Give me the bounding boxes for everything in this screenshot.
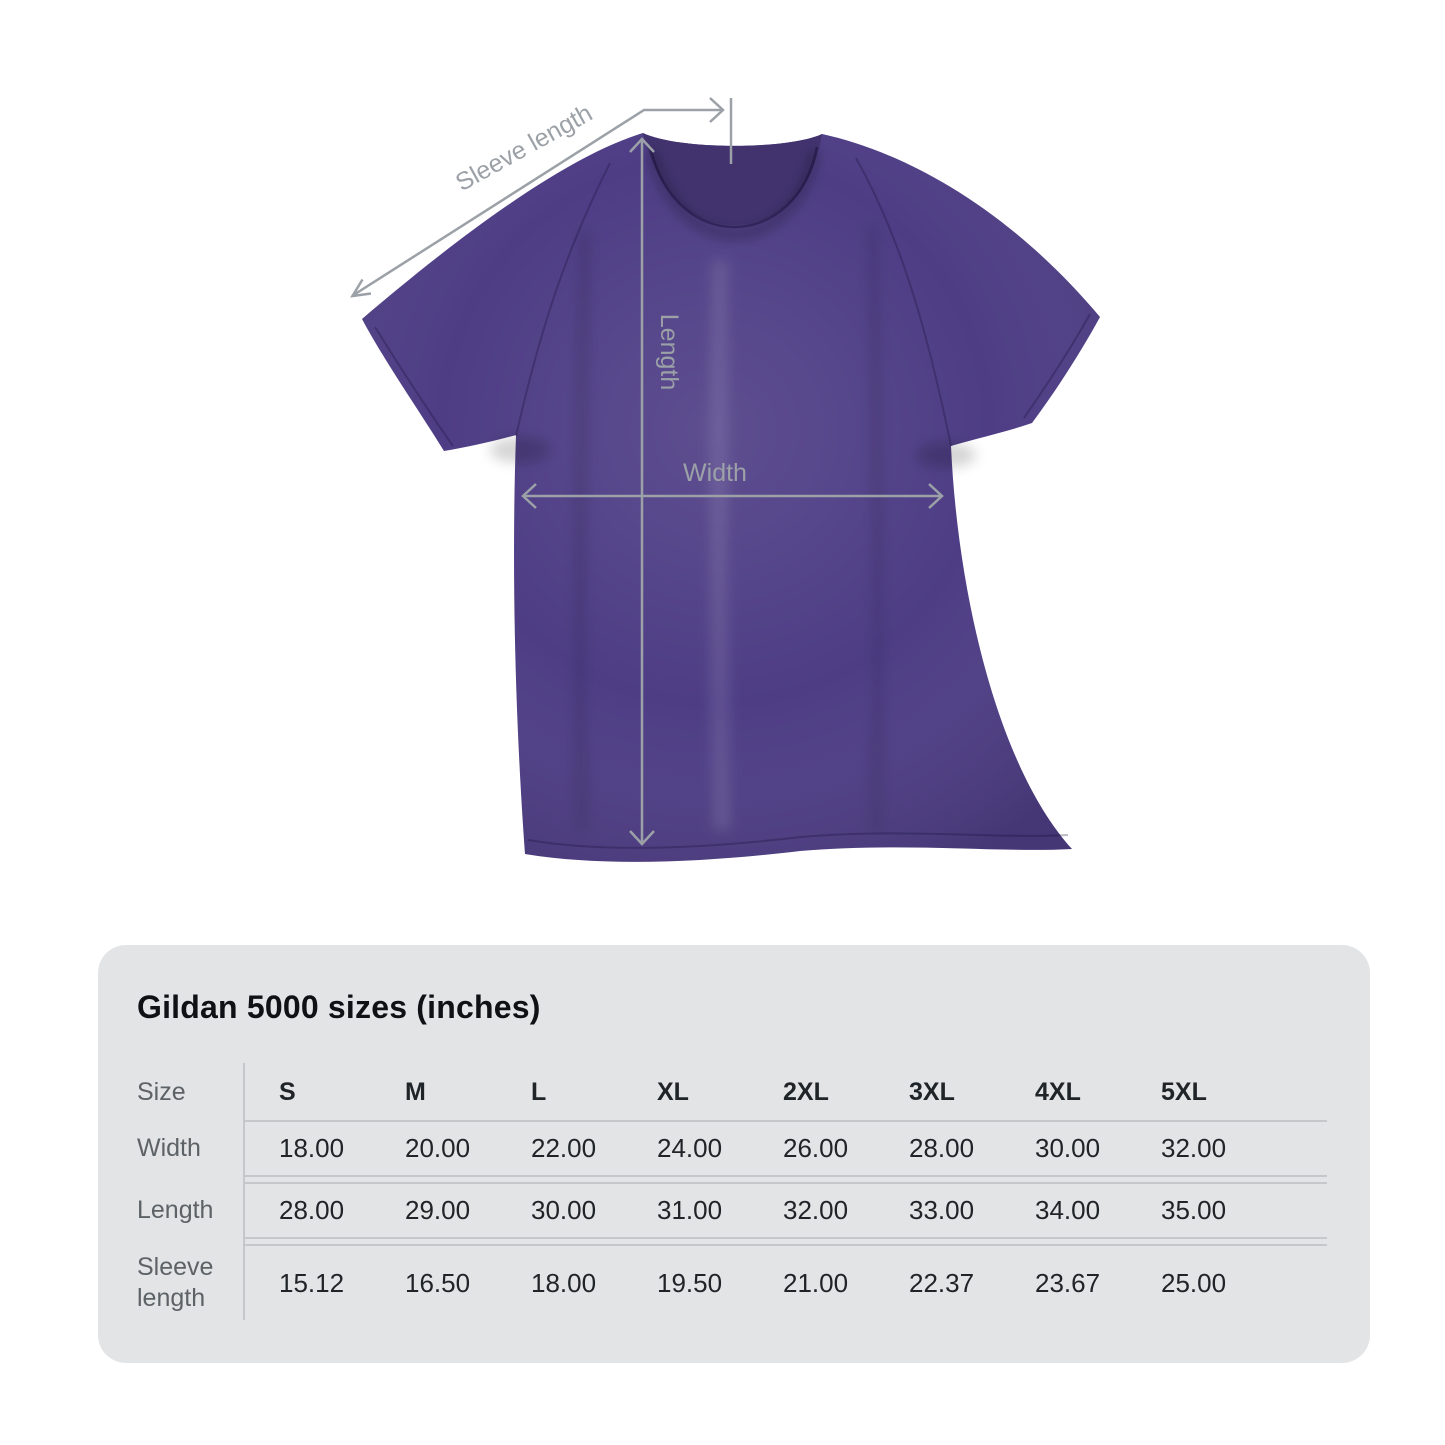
table-row-sleeve-length: Sleeve length 15.12 16.50 18.00 19.50 21… xyxy=(137,1244,1327,1321)
size-header: XL xyxy=(657,1078,689,1106)
size-header: L xyxy=(531,1078,547,1106)
value-cell: 28.00 xyxy=(279,1195,345,1225)
value-cell: 22.37 xyxy=(909,1268,975,1298)
size-header: 4XL xyxy=(1035,1078,1081,1106)
value-cell: 31.00 xyxy=(657,1195,723,1225)
size-table: Size S M L XL 2XL 3XL 4XL 5XL Width 18.0… xyxy=(137,1063,1327,1321)
value-cell: 15.12 xyxy=(279,1268,345,1298)
value-cell: 30.00 xyxy=(531,1195,597,1225)
row-label: Length xyxy=(137,1196,214,1224)
measurement-lines xyxy=(350,97,944,846)
value-cell: 22.00 xyxy=(531,1133,597,1163)
value-cell: 33.00 xyxy=(909,1195,975,1225)
size-header: S xyxy=(279,1078,296,1106)
value-cell: 16.50 xyxy=(405,1268,471,1298)
column-divider xyxy=(243,1063,245,1320)
tshirt-collar xyxy=(643,133,822,226)
value-cell: 18.00 xyxy=(531,1268,597,1298)
tshirt-photo xyxy=(362,133,1100,862)
size-table-header-row: Size S M L XL 2XL 3XL 4XL 5XL xyxy=(137,1063,1327,1122)
size-header: 5XL xyxy=(1161,1078,1207,1106)
sleeve-length-line xyxy=(351,108,722,298)
value-cell: 21.00 xyxy=(783,1268,849,1298)
size-chart-panel: Gildan 5000 sizes (inches) Size S M L XL… xyxy=(98,945,1370,1363)
size-header: 2XL xyxy=(783,1078,829,1106)
sleeve-arrowhead-left xyxy=(350,278,372,298)
value-cell: 32.00 xyxy=(783,1195,849,1225)
value-cell: 30.00 xyxy=(1035,1133,1101,1163)
length-arrowhead-bottom xyxy=(629,830,655,846)
table-row-length: Length 28.00 29.00 30.00 31.00 32.00 33.… xyxy=(137,1182,1327,1239)
size-header: 3XL xyxy=(909,1078,955,1106)
value-cell: 28.00 xyxy=(909,1133,975,1163)
collar-seam xyxy=(648,145,819,229)
value-cell: 26.00 xyxy=(783,1133,849,1163)
table-row-width: Width 18.00 20.00 22.00 24.00 26.00 28.0… xyxy=(137,1120,1327,1177)
value-cell: 34.00 xyxy=(1035,1195,1101,1225)
width-label: Width xyxy=(683,459,747,487)
row-values: 15.12 16.50 18.00 19.50 21.00 22.37 23.6… xyxy=(243,1244,1327,1321)
row-values: 28.00 29.00 30.00 31.00 32.00 33.00 34.0… xyxy=(243,1182,1327,1239)
value-cell: 29.00 xyxy=(405,1195,471,1225)
tshirt-shading xyxy=(362,133,1100,862)
tshirt-measurement-diagram: Sleeve length Length Width xyxy=(350,97,1100,862)
size-header-cells: S M L XL 2XL 3XL 4XL 5XL xyxy=(243,1063,1327,1122)
size-header: M xyxy=(405,1078,426,1106)
size-chart-title: Gildan 5000 sizes (inches) xyxy=(137,989,541,1025)
size-column-label: Size xyxy=(137,1078,186,1106)
value-cell: 32.00 xyxy=(1161,1133,1227,1163)
value-cell: 23.67 xyxy=(1035,1268,1101,1298)
width-arrowhead-left xyxy=(521,483,537,509)
collar-shadow xyxy=(648,149,819,239)
value-cell: 25.00 xyxy=(1161,1268,1227,1298)
seams xyxy=(374,157,1091,849)
value-cell: 24.00 xyxy=(657,1133,723,1163)
length-arrowhead-top xyxy=(629,137,655,153)
value-cell: 18.00 xyxy=(279,1133,345,1163)
value-cell: 20.00 xyxy=(405,1133,471,1163)
value-cell: 35.00 xyxy=(1161,1195,1227,1225)
row-values: 18.00 20.00 22.00 24.00 26.00 28.00 30.0… xyxy=(243,1120,1327,1177)
width-arrowhead-right xyxy=(928,483,944,509)
row-label: Sleeve length xyxy=(137,1252,214,1312)
fabric-folds xyxy=(490,224,976,831)
sleeve-arrowhead-right xyxy=(709,97,725,123)
value-cell: 19.50 xyxy=(657,1268,723,1298)
row-label: Width xyxy=(137,1134,201,1162)
length-label: Length xyxy=(655,314,683,390)
